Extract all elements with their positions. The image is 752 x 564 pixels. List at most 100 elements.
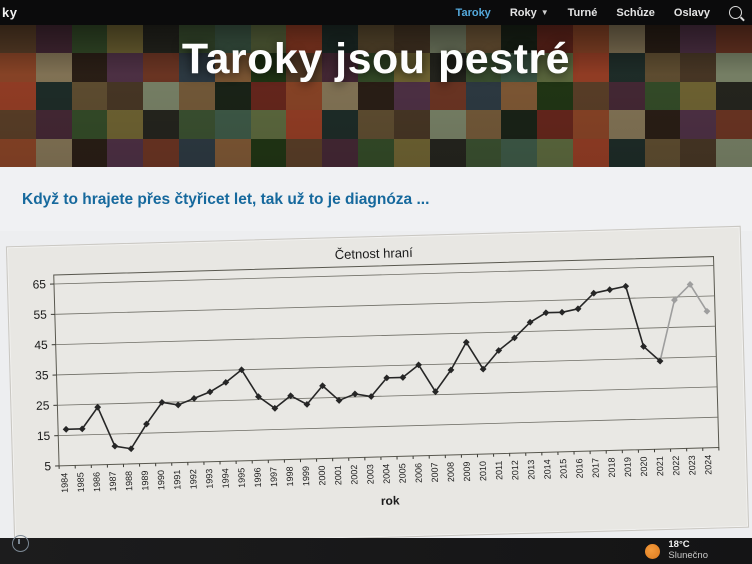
gridline: [57, 386, 718, 406]
hero-banner: Taroky jsou pestré: [0, 25, 752, 167]
series-segment: [642, 345, 661, 362]
weather-condition: Slunečno: [668, 550, 708, 561]
data-point-marker: [686, 281, 694, 288]
series-segment: [434, 369, 452, 393]
data-point-marker: [287, 392, 295, 400]
x-tick-label: 2009: [462, 461, 473, 481]
series-segment: [659, 299, 676, 362]
x-tick-label: 2021: [655, 456, 666, 476]
data-point-marker: [447, 366, 455, 374]
data-point-marker: [174, 401, 182, 409]
article-section: Když to hrajete přes čtyřicet let, tak u…: [0, 167, 752, 231]
x-tick-label: 1998: [285, 466, 296, 486]
data-point-marker: [479, 365, 487, 373]
x-tick-label: 2008: [446, 462, 457, 482]
nav-item-schůze[interactable]: Schůze: [616, 6, 655, 19]
series-segment: [145, 401, 163, 425]
data-point-marker: [542, 309, 550, 317]
data-point-marker: [319, 382, 326, 390]
y-tick-label: 35: [35, 368, 49, 382]
series-segment: [209, 381, 227, 393]
data-point-marker: [238, 366, 245, 374]
site-logo[interactable]: ky: [2, 5, 18, 20]
y-tick-label: 15: [37, 429, 51, 443]
series-segment: [257, 395, 276, 409]
series-segment: [193, 391, 211, 400]
top-navbar: ky Taroky Roky ▼ Turné Schůze Oslavy: [0, 0, 752, 25]
chart-plot: 5 15 25 35 45 55 65 1984 1985 1986 1987 1988 1989 199…: [32, 256, 720, 508]
gridline: [56, 356, 717, 376]
gridline: [53, 265, 714, 285]
y-tick-label: 25: [36, 398, 50, 412]
nav-item-roky[interactable]: Roky ▼: [509, 6, 549, 19]
series-segment: [290, 395, 308, 406]
x-tick-label: 1989: [140, 470, 151, 490]
data-point-marker: [606, 286, 614, 294]
gridline: [55, 325, 716, 346]
series-segment: [274, 395, 292, 409]
data-point-marker: [574, 305, 582, 313]
x-tick-label: 2020: [639, 456, 650, 476]
x-tick-label: 2019: [623, 457, 634, 477]
data-point-marker: [671, 296, 678, 304]
y-tick-label: 45: [34, 338, 48, 352]
x-tick-label: 2022: [671, 456, 682, 476]
x-tick-label: 2006: [413, 463, 424, 483]
x-tick-label: 1986: [92, 472, 103, 492]
x-tick-label: 2016: [574, 458, 585, 478]
data-point-marker: [558, 308, 566, 316]
data-point-marker: [335, 397, 343, 404]
series-segment: [465, 341, 484, 370]
frequency-chart: Četnost hraní 5 15 25 35 45 55 65 1984 1985 1986 1…: [5, 225, 750, 549]
data-point-marker: [158, 398, 166, 406]
x-tick-label: 2003: [365, 464, 376, 484]
series-segment: [624, 286, 645, 347]
nav-menu: Taroky Roky ▼ Turné Schůze Oslavy: [456, 6, 752, 19]
x-tick-label: 1984: [59, 473, 70, 493]
data-point-marker: [495, 347, 503, 354]
data-point-marker: [111, 442, 119, 450]
data-point-marker: [303, 400, 311, 408]
x-tick-label: 2024: [703, 455, 714, 475]
data-point-marker: [222, 378, 230, 386]
x-tick-label: 2000: [317, 465, 328, 485]
hero-title: Taroky jsou pestré: [181, 35, 571, 83]
data-point-marker: [656, 357, 664, 365]
x-tick-label: 1992: [188, 469, 199, 489]
x-tick-label: 2004: [381, 464, 392, 484]
x-tick-label: 1990: [156, 470, 167, 490]
series-segment: [450, 341, 467, 371]
clock-icon[interactable]: [12, 535, 29, 552]
series-segment: [338, 393, 356, 402]
data-point-marker: [255, 393, 262, 401]
x-tick-label: 1987: [108, 471, 119, 491]
x-tick-label: 2012: [510, 460, 521, 480]
x-tick-label: 1991: [172, 469, 183, 489]
series-segment: [306, 385, 324, 405]
search-icon[interactable]: [729, 6, 742, 19]
series-segment: [417, 364, 437, 393]
x-tick-label: 1985: [75, 472, 86, 492]
weather-widget[interactable]: 18°C Slunečno: [645, 539, 752, 562]
data-point-marker: [127, 445, 135, 453]
x-tick-label: 2014: [542, 459, 553, 479]
data-point-marker: [62, 425, 70, 433]
x-tick-label: 1993: [204, 469, 215, 489]
data-point-marker: [399, 374, 407, 381]
series-segment: [577, 292, 595, 310]
nav-item-turné[interactable]: Turné: [567, 6, 598, 19]
series-segment: [529, 312, 547, 323]
data-point-marker: [640, 343, 647, 350]
data-point-marker: [206, 388, 214, 396]
data-point-marker: [190, 395, 198, 402]
nav-item-taroky[interactable]: Taroky: [455, 6, 491, 19]
x-tick-label: 2001: [333, 465, 344, 485]
x-tick-label: 2018: [606, 457, 617, 477]
series-segment: [81, 406, 99, 430]
nav-item-oslavy[interactable]: Oslavy: [673, 6, 710, 19]
data-point-marker: [703, 307, 711, 315]
x-tick-label: 2007: [429, 462, 440, 482]
x-tick-label: 2011: [494, 461, 505, 481]
gridline: [54, 295, 715, 315]
data-point-marker: [590, 289, 598, 297]
